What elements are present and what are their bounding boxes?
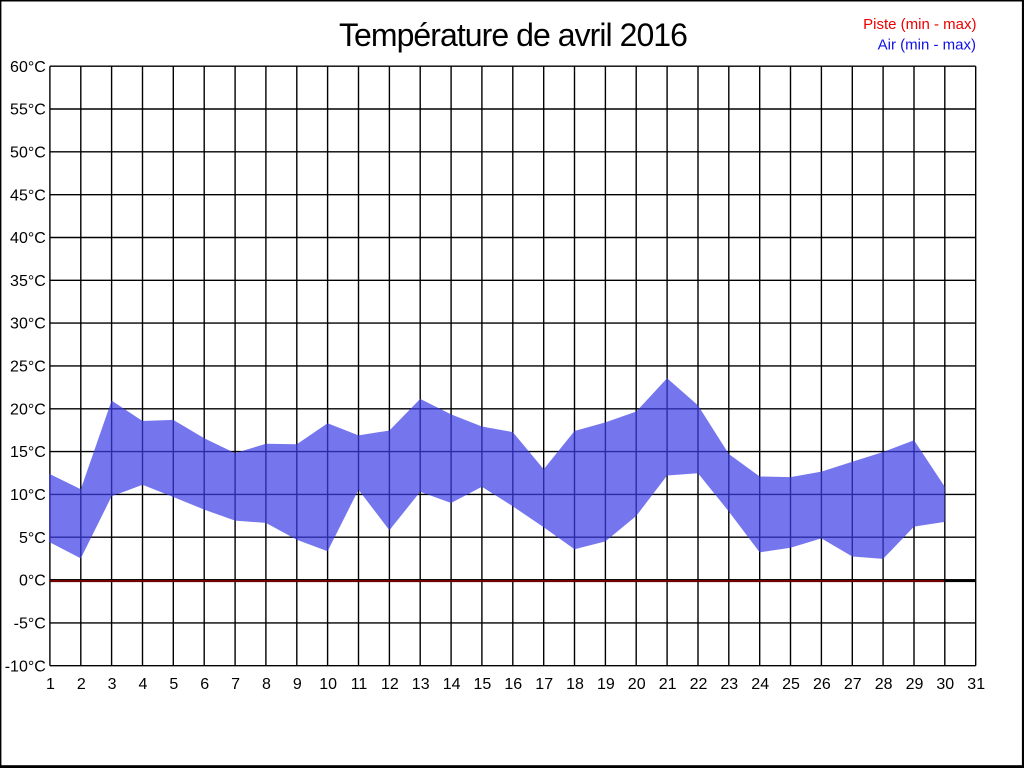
svg-text:25: 25	[782, 676, 800, 693]
svg-text:10: 10	[319, 676, 337, 693]
svg-text:5°C: 5°C	[19, 530, 46, 547]
svg-text:-10°C: -10°C	[5, 658, 46, 675]
svg-text:0°C: 0°C	[19, 573, 46, 590]
svg-text:35°C: 35°C	[10, 273, 46, 290]
svg-text:Piste (min - max): Piste (min - max)	[863, 16, 976, 33]
svg-text:15°C: 15°C	[10, 444, 46, 461]
svg-text:17: 17	[535, 676, 553, 693]
svg-text:11: 11	[351, 676, 368, 693]
svg-text:2: 2	[77, 676, 86, 693]
svg-text:25°C: 25°C	[10, 359, 46, 376]
svg-text:20: 20	[628, 676, 646, 693]
svg-text:Température de avril 2016: Température de avril 2016	[339, 17, 687, 53]
svg-text:7: 7	[231, 676, 240, 693]
svg-text:29: 29	[906, 676, 924, 693]
svg-text:50°C: 50°C	[10, 144, 46, 161]
svg-text:16: 16	[504, 676, 522, 693]
svg-text:Air (min - max): Air (min - max)	[878, 37, 976, 54]
svg-text:1: 1	[46, 676, 55, 693]
svg-text:24: 24	[751, 676, 769, 693]
svg-text:12: 12	[381, 676, 399, 693]
svg-text:45°C: 45°C	[10, 187, 46, 204]
svg-text:55°C: 55°C	[10, 102, 46, 119]
svg-text:23: 23	[720, 676, 738, 693]
svg-text:18: 18	[566, 676, 584, 693]
svg-text:26: 26	[813, 676, 831, 693]
svg-text:30°C: 30°C	[10, 316, 46, 333]
svg-text:8: 8	[262, 676, 271, 693]
svg-text:21: 21	[659, 676, 677, 693]
svg-text:40°C: 40°C	[10, 230, 46, 247]
svg-text:28: 28	[875, 676, 893, 693]
svg-text:30: 30	[936, 676, 954, 693]
svg-text:60°C: 60°C	[10, 59, 46, 76]
svg-text:15: 15	[474, 676, 492, 693]
svg-text:27: 27	[844, 676, 862, 693]
svg-text:3: 3	[108, 676, 117, 693]
svg-text:20°C: 20°C	[10, 401, 46, 418]
svg-text:19: 19	[597, 676, 615, 693]
svg-text:13: 13	[412, 676, 430, 693]
svg-text:6: 6	[200, 676, 209, 693]
svg-text:22: 22	[690, 676, 708, 693]
svg-text:5: 5	[169, 676, 178, 693]
svg-text:-5°C: -5°C	[14, 616, 46, 633]
svg-text:10°C: 10°C	[10, 487, 46, 504]
svg-text:14: 14	[443, 676, 461, 693]
svg-text:9: 9	[293, 676, 302, 693]
svg-text:31: 31	[967, 676, 985, 693]
svg-text:4: 4	[139, 676, 148, 693]
